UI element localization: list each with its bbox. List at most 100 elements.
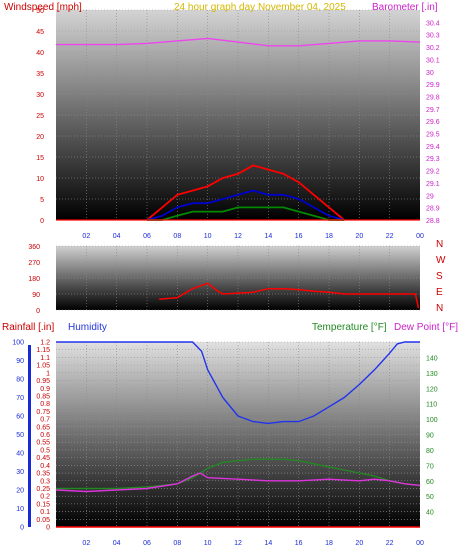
temperature-tick-label: 130 (426, 371, 438, 378)
barometer-tick-label: 29.3 (426, 156, 440, 163)
barometer-tick-label: 30 (426, 70, 434, 77)
barometer-tick-label: 29.6 (426, 119, 440, 126)
barometer-tick-label: 28.8 (426, 218, 440, 225)
hour-tick-label: 20 (355, 233, 363, 240)
temperature-tick-label: 100 (426, 417, 438, 424)
rainfall-tick-label: 0.5 (40, 447, 50, 454)
compass-label: N (436, 303, 443, 314)
barometer-tick-label: 29.7 (426, 107, 440, 114)
barometer-tick-label: 29.5 (426, 132, 440, 139)
humidity-tick-label: 30 (16, 469, 24, 476)
rainfall-tick-label: 1.1 (40, 355, 50, 362)
temperature-tick-label: 40 (426, 510, 434, 517)
direction-tick-label: 180 (28, 276, 40, 283)
rainfall-tick-label: 0.95 (36, 378, 50, 385)
hour-tick-label: 12 (234, 540, 242, 547)
wind-tick-label: 30 (36, 92, 44, 99)
humidity-tick-label: 40 (16, 451, 24, 458)
direction-tick-label: 360 (28, 244, 40, 251)
hour-tick-label: 00 (416, 540, 424, 547)
barometer-axis-title: Barometer [.in] (372, 2, 438, 13)
temperature-tick-label: 60 (426, 479, 434, 486)
rainfall-tick-label: 0.3 (40, 478, 50, 485)
barometer-tick-label: 29.8 (426, 94, 440, 101)
hour-tick-label: 22 (386, 540, 394, 547)
humidity-tick-label: 20 (16, 488, 24, 495)
rainfall-tick-label: 1.05 (36, 363, 50, 370)
hour-tick-label: 02 (82, 540, 90, 547)
hour-tick-label: 00 (416, 233, 424, 240)
rainfall-tick-label: 0.65 (36, 424, 50, 431)
direction-tick-label: 270 (28, 260, 40, 267)
barometer-tick-label: 29.1 (426, 181, 440, 188)
temperature-tick-label: 50 (426, 494, 434, 501)
compass-label: E (436, 287, 443, 298)
wind-tick-label: 40 (36, 50, 44, 57)
rainfall-tick-label: 0 (46, 525, 50, 532)
humidity-tick-label: 100 (12, 340, 24, 347)
rainfall-tick-label: 0.75 (36, 409, 50, 416)
humidity-tick-label: 10 (16, 506, 24, 513)
wind-barometer-panel: 0 5 10 15 20 25 30 35 40 45 50 28.8 28.9 29 29.1 29.2 2… (4, 2, 440, 240)
barometer-tick-label: 29.4 (426, 144, 440, 151)
hour-tick-label: 02 (82, 233, 90, 240)
rainfall-tick-label: 0.9 (40, 386, 50, 393)
rainfall-tick-label: 1.2 (40, 340, 50, 347)
temperature-humidity-panel: 00.050.10.150.20.250.30.350.40.450.50.55… (2, 322, 458, 547)
temperature-tick-label: 70 (426, 463, 434, 470)
rainfall-tick-label: 0.85 (36, 393, 50, 400)
humidity-tick-label: 70 (16, 395, 24, 402)
barometer-line (56, 37, 421, 47)
rainfall-tick-label: 0.7 (40, 417, 50, 424)
barometer-tick-label: 30.4 (426, 20, 440, 27)
rainfall-axis-title: Rainfall [.in] (2, 322, 54, 333)
direction-tick-label: 0 (36, 308, 40, 315)
wind-gust-line (146, 164, 345, 221)
rainfall-tick-label: 0.05 (36, 517, 50, 524)
wind-direction-line (159, 282, 420, 309)
hour-tick-label: 10 (204, 540, 212, 547)
temperature-tick-label: 80 (426, 448, 434, 455)
rainfall-tick-label: 0.2 (40, 494, 50, 501)
hour-tick-label: 14 (264, 540, 272, 547)
barometer-tick-label: 30.1 (426, 57, 440, 64)
hour-tick-label: 06 (143, 540, 151, 547)
hour-tick-label: 16 (295, 233, 303, 240)
humidity-line (56, 341, 420, 425)
humidity-scale-bar (28, 345, 31, 527)
wind-tick-label: 45 (36, 29, 44, 36)
wind-average-line (147, 206, 345, 221)
hour-tick-label: 18 (325, 233, 333, 240)
hour-tick-label: 20 (355, 540, 363, 547)
dewpoint-line (55, 472, 421, 493)
hour-tick-label: 16 (295, 540, 303, 547)
humidity-axis-title: Humidity (68, 322, 107, 333)
direction-tick-label: 90 (32, 292, 40, 299)
hour-tick-label: 18 (325, 540, 333, 547)
temperature-tick-label: 110 (426, 402, 437, 409)
humidity-tick-label: 60 (16, 414, 24, 421)
barometer-tick-label: 29.9 (426, 82, 440, 89)
rainfall-tick-label: 0.35 (36, 471, 50, 478)
wind-axis-title: Windspeed [mph] (4, 2, 82, 13)
wind-tick-label: 15 (36, 155, 44, 162)
barometer-tick-label: 28.9 (426, 206, 440, 213)
wind-tick-label: 10 (36, 176, 44, 183)
humidity-tick-label: 0 (20, 525, 24, 532)
hour-tick-label: 14 (264, 233, 272, 240)
wind-speed-line (146, 189, 345, 221)
rainfall-tick-label: 1.15 (36, 347, 50, 354)
rainfall-tick-label: 0.55 (36, 440, 50, 447)
hour-tick-label: 12 (234, 233, 242, 240)
hour-tick-label: 04 (113, 233, 121, 240)
dewpoint-axis-title: Dew Point [°F] (394, 322, 458, 333)
compass-label: W (436, 255, 446, 266)
wind-tick-label: 25 (36, 113, 44, 120)
rainfall-tick-label: 0.1 (40, 509, 50, 516)
hour-tick-label: 06 (143, 233, 151, 240)
temperature-tick-label: 120 (426, 386, 438, 393)
hour-tick-label: 22 (386, 233, 394, 240)
hour-tick-label: 04 (113, 540, 121, 547)
chart-title: 24 hour graph day November 04, 2025 (174, 2, 346, 13)
temperature-tick-label: 90 (426, 433, 434, 440)
